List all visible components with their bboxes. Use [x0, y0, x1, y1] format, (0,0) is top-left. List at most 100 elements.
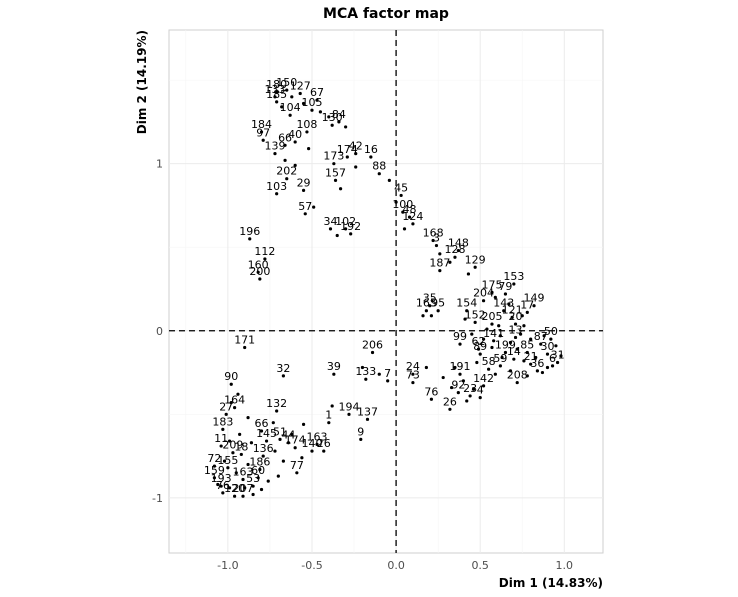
point-label: 184	[251, 118, 272, 131]
point-label: 206	[362, 338, 383, 351]
point-label: 76	[216, 479, 230, 492]
point-label: 51	[273, 425, 287, 438]
data-point	[502, 309, 506, 313]
data-point	[288, 113, 292, 117]
data-point	[515, 380, 519, 385]
data-point	[301, 101, 306, 106]
point-label: 57	[298, 200, 312, 213]
point-label: 133	[355, 365, 376, 378]
point-label: 208	[507, 369, 528, 382]
point-label: 153	[503, 270, 524, 283]
point-label: 21	[524, 350, 538, 363]
point-label: 163	[233, 465, 254, 478]
tick-labels: -1.0 -0.5 0.0 0.5 1.0 -1 0 1	[152, 158, 573, 572]
point-label: 90	[224, 370, 238, 383]
data-point	[438, 252, 442, 256]
point-label: 3	[433, 232, 440, 245]
point-label: 39	[327, 360, 341, 373]
point-label: 168	[423, 227, 444, 240]
data-point	[212, 464, 217, 468]
point-label: 129	[465, 253, 486, 266]
data-point	[473, 320, 477, 325]
data-point	[222, 459, 227, 463]
data-point	[286, 441, 291, 445]
data-point	[227, 486, 232, 490]
data-point	[261, 138, 265, 142]
data-point	[540, 370, 545, 375]
data-point	[212, 476, 217, 480]
point-label: 59	[493, 352, 507, 365]
point-label: 120	[224, 482, 245, 495]
data-point	[273, 449, 277, 453]
data-point	[328, 227, 333, 231]
data-point	[554, 344, 558, 348]
point-label: 159	[204, 464, 225, 477]
data-point	[549, 337, 553, 341]
data-point	[461, 379, 465, 383]
point-label: 155	[217, 454, 238, 467]
point-label: 187	[429, 257, 450, 270]
data-point	[283, 158, 287, 162]
data-point	[525, 374, 529, 378]
point-label: 32	[276, 362, 290, 375]
x-tick-label: 0.5	[471, 559, 489, 572]
data-point	[259, 487, 264, 492]
point-label: 29	[297, 176, 311, 189]
point-label: 53	[246, 472, 260, 485]
data-point	[429, 314, 434, 318]
data-point	[238, 432, 242, 436]
point-label: 13	[509, 323, 523, 336]
data-point	[310, 108, 314, 112]
data-point	[293, 163, 297, 167]
data-point	[275, 90, 279, 94]
data-point	[434, 243, 439, 248]
data-point	[424, 309, 428, 313]
point-label: 137	[357, 405, 378, 418]
data-point	[259, 429, 264, 433]
point-label: 31	[551, 349, 565, 362]
data-point	[349, 232, 353, 236]
data-point	[503, 350, 508, 355]
data-point	[246, 462, 250, 467]
data-point	[332, 162, 336, 166]
point-label: 191	[450, 360, 471, 373]
data-point	[394, 200, 398, 204]
data-point	[529, 337, 533, 341]
point-label: 175	[481, 278, 502, 291]
data-point	[241, 477, 245, 482]
data-point	[402, 227, 407, 231]
y-tick-label: 0	[156, 325, 163, 338]
data-point	[263, 257, 267, 261]
data-point	[493, 295, 497, 299]
data-point	[487, 367, 491, 371]
point-label: 136	[253, 442, 274, 455]
data-point	[465, 399, 469, 403]
point-label: 204	[473, 287, 494, 300]
data-point	[344, 125, 348, 129]
data-point	[525, 350, 529, 355]
point-label: 20	[509, 310, 523, 323]
point-label: 209	[222, 439, 243, 452]
point-label: 50	[544, 325, 558, 338]
data-point	[485, 327, 489, 331]
point-label: 160	[248, 258, 269, 271]
data-point	[473, 265, 477, 269]
data-point	[542, 334, 546, 338]
point-label: 121	[502, 303, 523, 316]
y-tick-label: -1	[152, 492, 163, 505]
data-point	[508, 369, 513, 373]
data-point	[550, 364, 555, 368]
data-point	[271, 421, 275, 425]
point-label: 174	[337, 143, 358, 156]
x-tick-label: 0.0	[387, 559, 405, 572]
point-label: 192	[340, 220, 361, 233]
data-point	[498, 334, 502, 338]
data-point	[377, 372, 381, 376]
point-label: 133	[264, 83, 285, 96]
data-point	[525, 310, 529, 314]
point-label: 174	[285, 434, 306, 447]
point-label: 185	[266, 88, 287, 101]
point-label: 105	[301, 96, 322, 109]
data-point	[465, 309, 469, 313]
data-point	[522, 324, 526, 328]
